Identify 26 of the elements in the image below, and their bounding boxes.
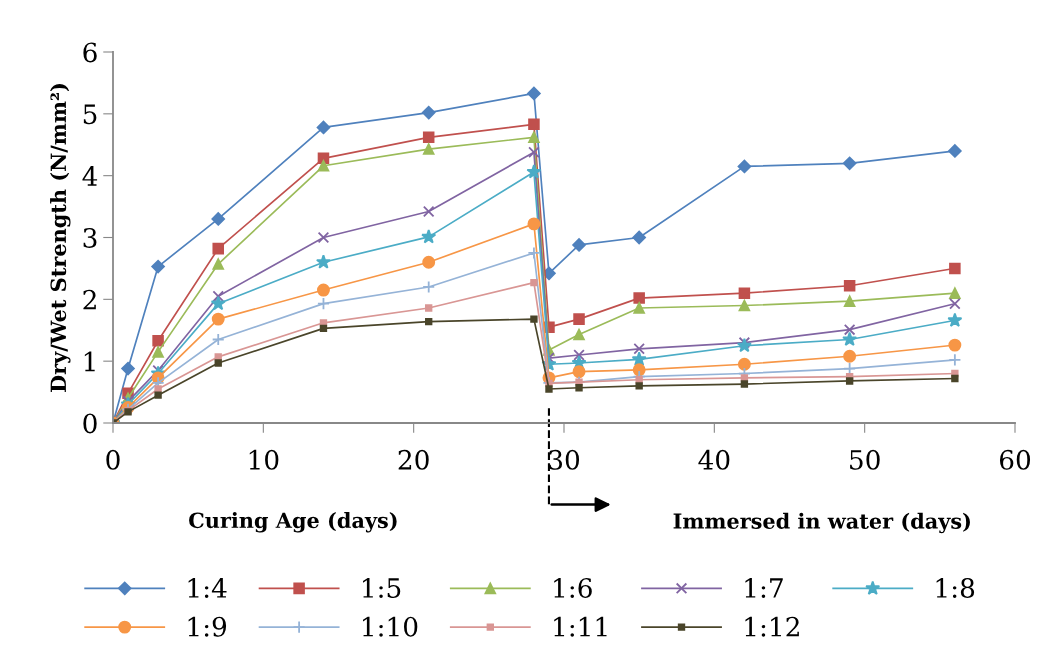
x-tick-label: 0 bbox=[106, 449, 120, 470]
legend-label: 1:4 bbox=[188, 578, 227, 598]
y-tick-label: 3 bbox=[83, 227, 97, 248]
legend-label: 1:10 bbox=[363, 616, 418, 637]
x-tick-label: 40 bbox=[698, 449, 730, 470]
y-tick-label: 1 bbox=[84, 351, 95, 372]
y-tick-label: 4 bbox=[82, 166, 98, 186]
y-tick-label: 5 bbox=[83, 104, 97, 125]
legend-label: 1:8 bbox=[936, 578, 975, 598]
legend-label: 1:7 bbox=[745, 578, 783, 598]
y-axis-title: Dry/Wet Strength (N/mm²) bbox=[50, 84, 71, 392]
legend-label: 1:5 bbox=[363, 578, 401, 598]
y-tick-label: 6 bbox=[83, 42, 97, 63]
x-tick-label: 50 bbox=[850, 449, 880, 470]
legend-label: 1:6 bbox=[554, 578, 592, 598]
text: Immersed in water (days) bbox=[673, 512, 970, 534]
x-tick-label: 20 bbox=[398, 449, 429, 470]
y-tick-label: 0 bbox=[83, 413, 97, 434]
legend-label: 1:11 bbox=[554, 616, 607, 637]
x-axis-title: Curing Age (days) bbox=[189, 512, 397, 533]
x-tick-label: 60 bbox=[999, 449, 1031, 470]
x-tick-label: 30 bbox=[549, 449, 580, 470]
x-tick-label: 10 bbox=[249, 449, 279, 470]
legend-label: 1:12 bbox=[745, 616, 799, 637]
y-tick-label: 2 bbox=[83, 289, 96, 310]
legend-label: 1:9 bbox=[188, 616, 227, 637]
